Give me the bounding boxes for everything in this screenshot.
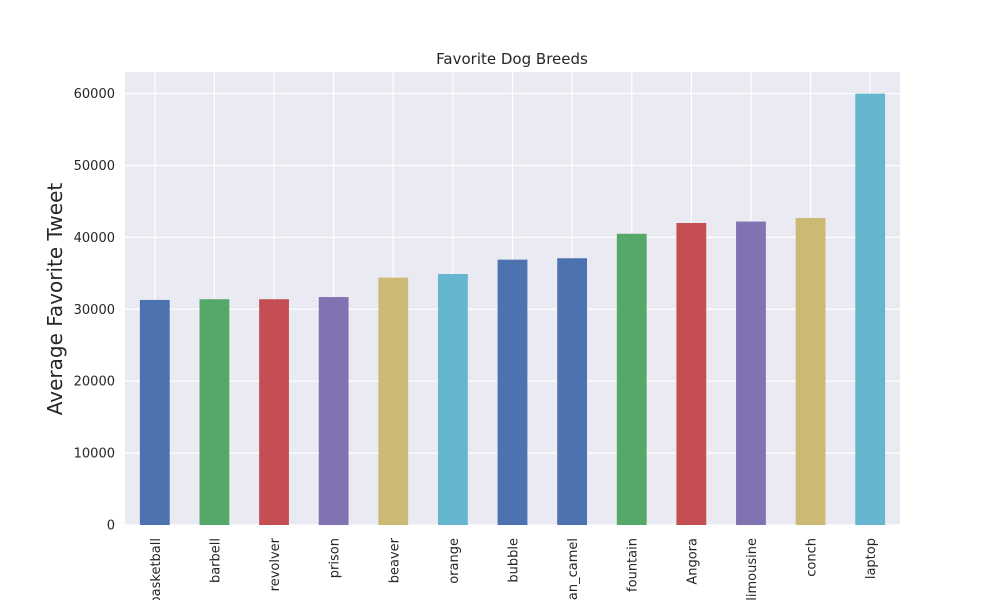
bar-conch bbox=[795, 217, 826, 525]
bar-barbell bbox=[199, 299, 230, 525]
bar-angora bbox=[676, 223, 707, 525]
x-tick-label: laptop bbox=[864, 538, 879, 579]
x-tick-label: Arabian_camel bbox=[566, 538, 581, 600]
bar-orange bbox=[437, 274, 468, 525]
x-tick-label: limousine bbox=[745, 538, 760, 600]
y-tick-label: 0 bbox=[107, 519, 115, 534]
bar-beaver bbox=[378, 277, 409, 525]
bar-fountain bbox=[616, 233, 647, 526]
bars bbox=[139, 93, 886, 526]
bar-laptop bbox=[855, 93, 886, 526]
x-tick-label: revolver bbox=[268, 537, 283, 591]
y-tick-label: 40000 bbox=[74, 231, 115, 246]
bar-arabian-camel bbox=[557, 258, 588, 525]
chart-title: Favorite Dog Breeds bbox=[436, 50, 588, 68]
x-tick-label: basketball bbox=[149, 538, 164, 600]
x-tick-label: beaver bbox=[387, 537, 402, 583]
x-tick-label: prison bbox=[328, 538, 343, 578]
x-tick-label: bubble bbox=[507, 538, 522, 583]
y-tick-label: 30000 bbox=[74, 303, 115, 318]
bar-basketball bbox=[139, 299, 170, 525]
bar-limousine bbox=[736, 221, 766, 526]
x-tick-label: fountain bbox=[626, 538, 641, 592]
x-tick-label: orange bbox=[447, 538, 462, 584]
y-axis-label: Average Favorite Tweet bbox=[43, 183, 67, 416]
y-tick-label: 50000 bbox=[74, 159, 115, 174]
x-tick-label: conch bbox=[805, 538, 820, 577]
x-tick-label: barbell bbox=[208, 538, 223, 583]
bar-bubble bbox=[497, 259, 528, 525]
y-tick-label: 10000 bbox=[74, 447, 115, 462]
bar-prison bbox=[318, 297, 349, 525]
x-tick-labels: basketball barbell revolver prison beaver ora… bbox=[149, 537, 879, 600]
y-tick-label: 60000 bbox=[74, 87, 115, 102]
x-tick-label: Angora bbox=[685, 538, 700, 585]
bar-revolver bbox=[259, 299, 289, 525]
y-tick-label: 20000 bbox=[74, 375, 115, 390]
y-tick-labels: 0 10000 20000 30000 40000 50000 60000 bbox=[74, 87, 115, 533]
